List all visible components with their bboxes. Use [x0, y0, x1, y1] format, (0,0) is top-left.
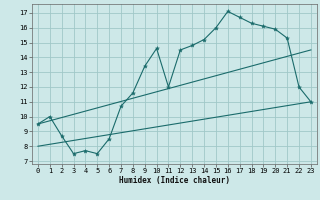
X-axis label: Humidex (Indice chaleur): Humidex (Indice chaleur)	[119, 176, 230, 185]
